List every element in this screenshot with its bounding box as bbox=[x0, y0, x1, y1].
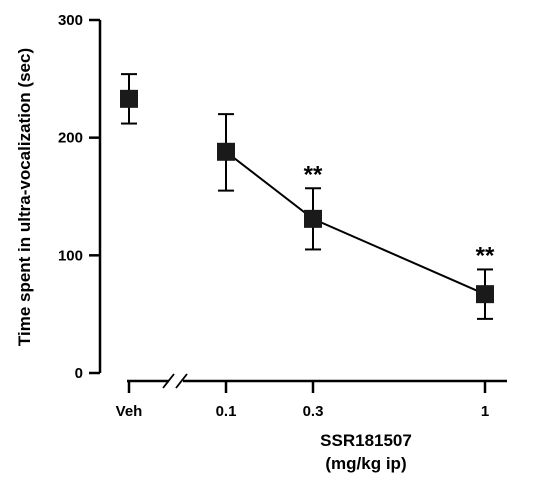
y-axis-title: Time spent in ultra-vocalization (sec) bbox=[15, 48, 34, 346]
data-point-1 bbox=[476, 285, 494, 304]
axis-break-mark-2 bbox=[175, 373, 188, 389]
x-tick-label-Veh: Veh bbox=[116, 403, 143, 420]
data-point-Veh bbox=[120, 89, 138, 108]
data-markers bbox=[120, 89, 494, 304]
significance-label-0.3: ** bbox=[304, 161, 323, 188]
significance-label-1: ** bbox=[476, 242, 495, 269]
axis-break-mark-1 bbox=[162, 373, 175, 389]
x-ticks: Veh 0.1 0.3 1 bbox=[116, 381, 489, 420]
data-point-0.1 bbox=[217, 142, 235, 161]
series-line bbox=[225, 150, 486, 296]
x-axis-title-line-1: SSR181507 bbox=[320, 431, 412, 450]
data-point-0.3 bbox=[304, 209, 322, 228]
connecting-line bbox=[225, 150, 486, 296]
y-ticks: 0 100 200 300 bbox=[58, 12, 100, 382]
y-tick-label-300: 300 bbox=[58, 12, 83, 29]
significance-labels: ** ** bbox=[304, 161, 495, 269]
y-tick-label-200: 200 bbox=[58, 130, 83, 147]
x-tick-label-0.1: 0.1 bbox=[216, 403, 237, 420]
x-tick-label-1: 1 bbox=[481, 403, 489, 420]
x-axis-title-line-2: (mg/kg ip) bbox=[325, 454, 406, 473]
y-tick-label-100: 100 bbox=[58, 247, 83, 264]
y-tick-label-0: 0 bbox=[75, 365, 83, 382]
error-bars bbox=[121, 73, 493, 320]
x-axis bbox=[127, 373, 507, 389]
x-tick-label-0.3: 0.3 bbox=[303, 403, 324, 420]
